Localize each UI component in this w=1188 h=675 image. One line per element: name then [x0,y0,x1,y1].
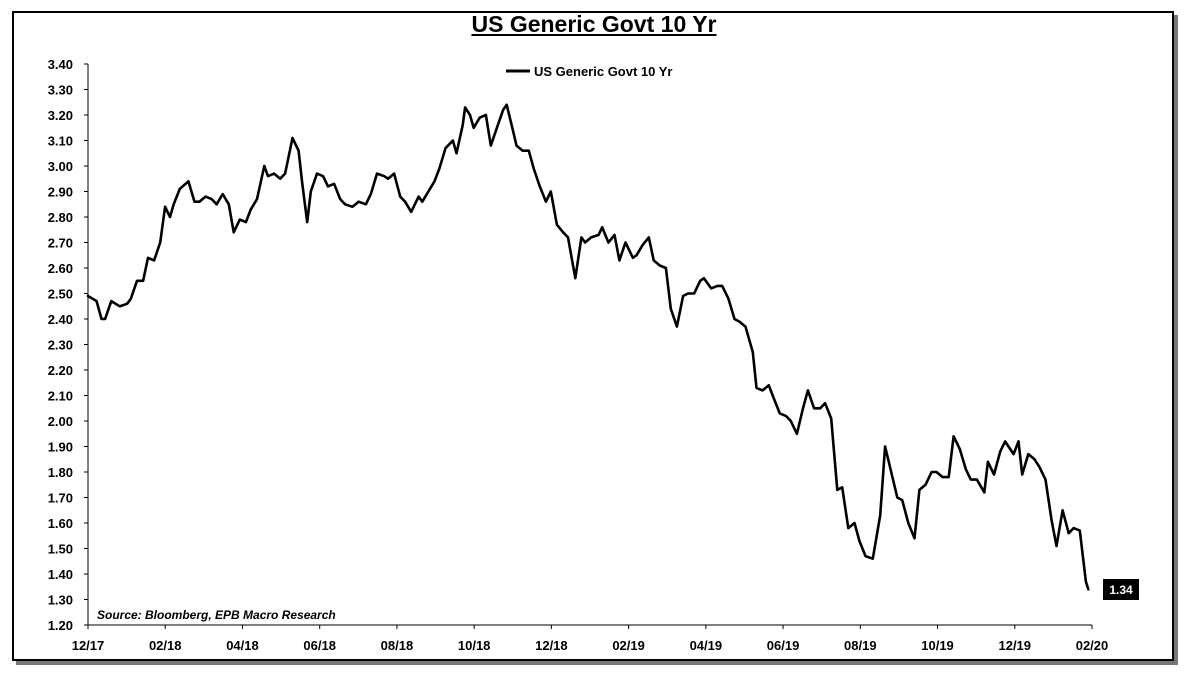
source-note: Source: Bloomberg, EPB Macro Research [97,608,336,622]
last-value-badge: 1.34 [1103,579,1139,600]
y-tick-label: 1.30 [48,593,73,608]
x-tick-label: 08/19 [844,638,877,653]
x-tick-label: 12/18 [535,638,568,653]
x-tick-label: 02/20 [1076,638,1109,653]
series-line [86,103,1090,591]
x-tick-label: 06/19 [767,638,800,653]
x-tick-label: 04/18 [226,638,259,653]
legend-label: US Generic Govt 10 Yr [534,64,673,79]
x-tick-label: 06/18 [303,638,336,653]
y-tick-label: 2.00 [48,414,73,429]
last-value-badge-box [1103,579,1139,600]
x-tick-label: 02/18 [149,638,182,653]
chart-frame [12,11,1174,661]
y-tick-label: 3.20 [48,108,73,123]
x-tick-label: 04/19 [690,638,723,653]
legend: US Generic Govt 10 Yr [506,64,673,79]
y-tick-label: 2.50 [48,287,73,302]
y-tick-label: 2.90 [48,185,73,200]
x-tick-label: 10/18 [458,638,491,653]
series-layer [86,103,1090,591]
y-tick-label: 1.70 [48,491,73,506]
y-tick-label: 3.30 [48,83,73,98]
x-tick-label: 10/19 [921,638,954,653]
y-tick-label: 2.60 [48,261,73,276]
y-axis: 1.20 1.30 1.40 1.50 1.60 1.70 1.80 1.90 2.00 2.10… [48,57,89,633]
y-tick-label: 3.00 [48,159,73,174]
y-tick-label: 2.30 [48,338,73,353]
y-tick-label: 1.90 [48,440,73,455]
x-tick-label: 12/17 [72,638,105,653]
y-tick-label: 2.10 [48,389,73,404]
y-tick-label: 2.80 [48,210,73,225]
y-tick-label: 1.60 [48,516,73,531]
x-tick-label: 12/19 [998,638,1031,653]
y-tick-label: 1.50 [48,542,73,557]
y-tick-label: 1.20 [48,618,73,633]
y-tick-label: 3.10 [48,134,73,149]
y-tick-label: 1.80 [48,465,73,480]
x-tick-label: 08/18 [381,638,414,653]
y-tick-label: 1.40 [48,567,73,582]
x-tick-label: 02/19 [612,638,645,653]
last-value-label: 1.34 [1109,583,1133,597]
y-tick-label: 2.70 [48,236,73,251]
y-tick-label: 2.40 [48,312,73,327]
y-tick-label: 3.40 [48,57,73,72]
x-axis: 12/17 02/18 04/18 06/18 08/18 10/18 12/18 02/19… [72,624,1109,653]
y-tick-label: 2.20 [48,363,73,378]
chart-title: US Generic Govt 10 Yr [471,11,717,37]
